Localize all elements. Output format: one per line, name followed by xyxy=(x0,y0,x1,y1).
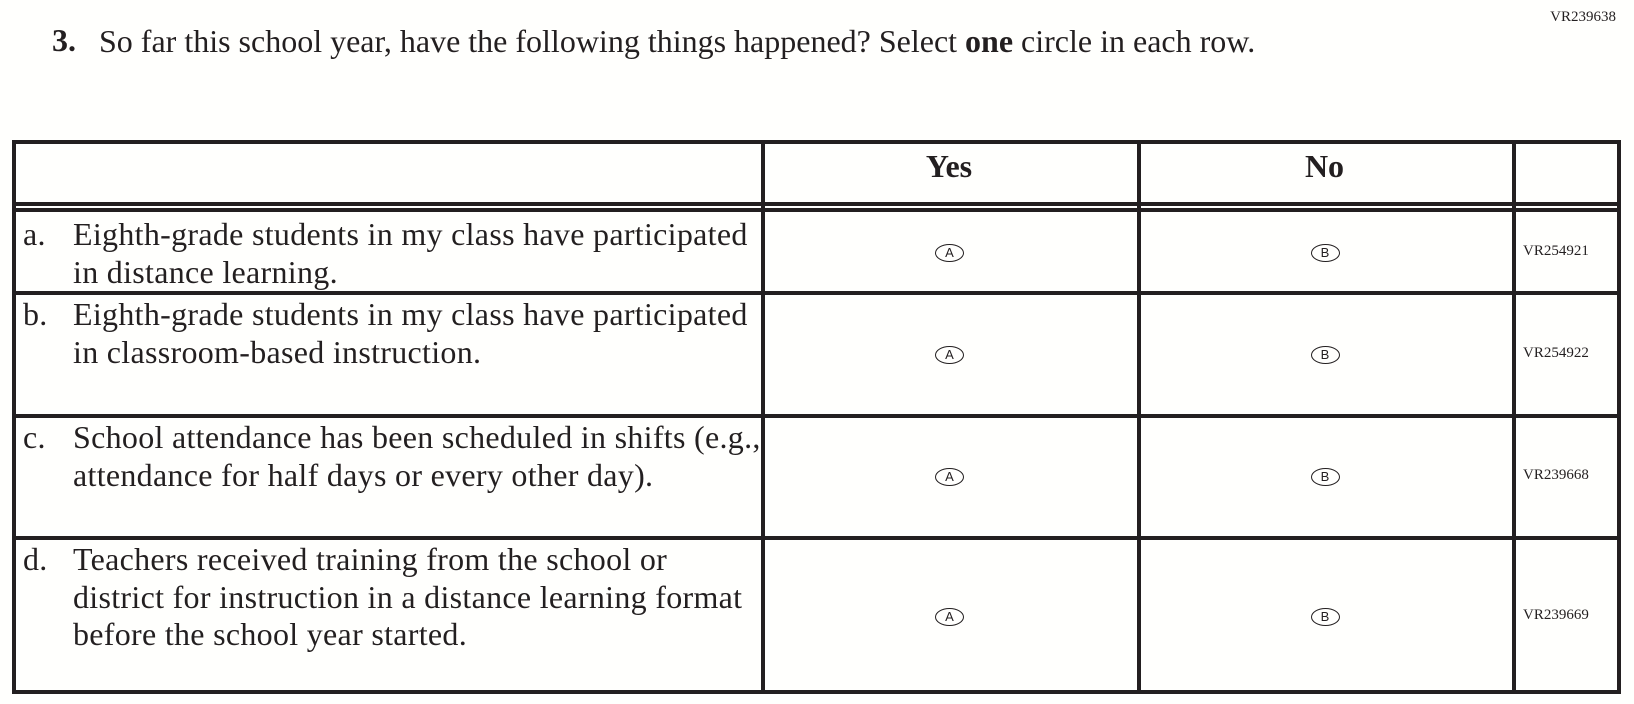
row-text: School attendance has been scheduled in … xyxy=(73,419,761,493)
row-letter: c. xyxy=(23,419,46,455)
row-code: VR254921 xyxy=(1523,243,1589,259)
row-code: VR239669 xyxy=(1523,607,1589,623)
no-bubble[interactable]: B xyxy=(1310,244,1340,262)
header-divider xyxy=(12,208,1621,212)
question-text: So far this school year, have the follow… xyxy=(99,22,1439,61)
row-text: Eighth-grade students in my class have p… xyxy=(73,216,748,290)
row-divider xyxy=(12,414,1621,418)
row-code: VR254922 xyxy=(1523,344,1589,361)
header-divider xyxy=(12,202,1621,206)
question-number: 3. xyxy=(52,22,76,58)
no-bubble[interactable]: B xyxy=(1310,345,1340,364)
question-text-after: circle in each row. xyxy=(1013,23,1256,59)
table-border-top xyxy=(12,140,1621,144)
row-divider xyxy=(12,536,1621,540)
row-letter: a. xyxy=(23,216,46,252)
yes-bubble[interactable]: A xyxy=(935,244,964,262)
no-bubble[interactable]: B xyxy=(1310,608,1340,626)
no-bubble[interactable]: B xyxy=(1310,468,1340,486)
yes-bubble[interactable]: A xyxy=(935,468,964,486)
row-text: Eighth-grade students in my class have p… xyxy=(73,296,748,370)
row-letter: b. xyxy=(23,296,48,332)
column-header: Yes xyxy=(925,148,973,184)
table-border-bottom xyxy=(12,690,1621,694)
row-code: VR239668 xyxy=(1523,467,1589,483)
row-letter: d. xyxy=(23,541,48,577)
question-text-before: So far this school year, have the follow… xyxy=(99,23,966,59)
row-text: Teachers received training from the scho… xyxy=(73,541,743,652)
question-code: VR239638 xyxy=(1550,9,1616,25)
question-text-emphasis: one xyxy=(965,23,1014,59)
row-divider xyxy=(12,291,1621,295)
yes-bubble[interactable]: A xyxy=(935,608,964,626)
response-table: Yes No a. Eighth-grade students in my class… xyxy=(12,140,1621,694)
yes-bubble[interactable]: A xyxy=(935,345,964,364)
column-header: No xyxy=(1304,148,1345,184)
